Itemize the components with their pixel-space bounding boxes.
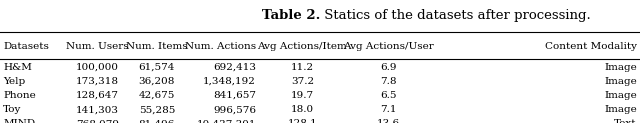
Text: 7.8: 7.8 xyxy=(381,77,397,86)
Text: 37.2: 37.2 xyxy=(291,77,314,86)
Text: 141,303: 141,303 xyxy=(76,105,119,114)
Text: 11.2: 11.2 xyxy=(291,63,314,72)
Text: MIND: MIND xyxy=(3,119,35,123)
Text: 692,413: 692,413 xyxy=(213,63,256,72)
Text: Phone: Phone xyxy=(3,91,36,100)
Text: Num. Actions: Num. Actions xyxy=(185,42,256,51)
Text: Avg Actions/User: Avg Actions/User xyxy=(344,42,434,51)
Text: 6.9: 6.9 xyxy=(381,63,397,72)
Text: 6.5: 6.5 xyxy=(381,91,397,100)
Text: 42,675: 42,675 xyxy=(139,91,175,100)
Text: 7.1: 7.1 xyxy=(381,105,397,114)
Text: Avg Actions/Item: Avg Actions/Item xyxy=(257,42,348,51)
Text: Image: Image xyxy=(604,91,637,100)
Text: 18.0: 18.0 xyxy=(291,105,314,114)
Text: Text: Text xyxy=(614,119,637,123)
Text: 1,348,192: 1,348,192 xyxy=(203,77,256,86)
Text: Image: Image xyxy=(604,77,637,86)
Text: Toy: Toy xyxy=(3,105,22,114)
Text: 36,208: 36,208 xyxy=(139,77,175,86)
Text: Image: Image xyxy=(604,105,637,114)
Text: 128.1: 128.1 xyxy=(287,119,317,123)
Text: Num. Users: Num. Users xyxy=(67,42,129,51)
Text: 841,657: 841,657 xyxy=(213,91,256,100)
Text: 19.7: 19.7 xyxy=(291,91,314,100)
Text: 10,437,301: 10,437,301 xyxy=(196,119,256,123)
Text: Table 2.: Table 2. xyxy=(262,9,320,22)
Text: 128,647: 128,647 xyxy=(76,91,119,100)
Text: Statics of the datasets after processing.: Statics of the datasets after processing… xyxy=(320,9,591,22)
Text: 55,285: 55,285 xyxy=(139,105,175,114)
Text: Datasets: Datasets xyxy=(3,42,49,51)
Text: H&M: H&M xyxy=(3,63,32,72)
Text: 996,576: 996,576 xyxy=(213,105,256,114)
Text: 768,079: 768,079 xyxy=(76,119,119,123)
Text: 81,496: 81,496 xyxy=(139,119,175,123)
Text: 61,574: 61,574 xyxy=(139,63,175,72)
Text: Image: Image xyxy=(604,63,637,72)
Text: Content Modality: Content Modality xyxy=(545,42,637,51)
Text: Num. Items: Num. Items xyxy=(126,42,188,51)
Text: 173,318: 173,318 xyxy=(76,77,119,86)
Text: 100,000: 100,000 xyxy=(76,63,119,72)
Text: Yelp: Yelp xyxy=(3,77,26,86)
Text: 13.6: 13.6 xyxy=(377,119,401,123)
